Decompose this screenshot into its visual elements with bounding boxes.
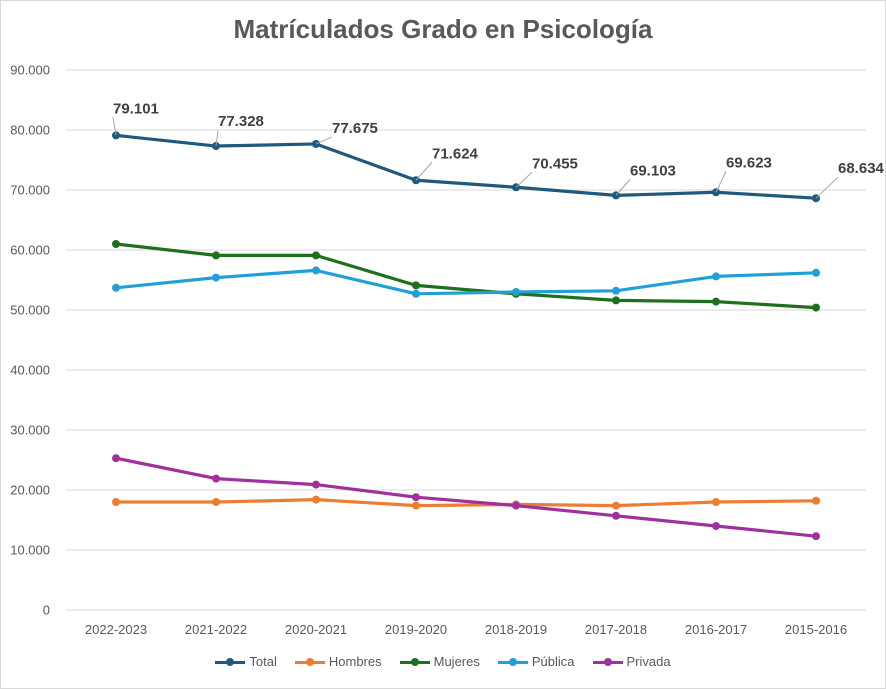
data-point [412, 289, 420, 298]
data-label: 69.103 [630, 162, 676, 179]
y-tick-label: 50.000 [10, 303, 50, 318]
data-point [112, 498, 120, 506]
data-point [312, 266, 320, 275]
label-leader-line [315, 136, 333, 145]
data-point [712, 272, 720, 281]
label-leader-line [515, 171, 533, 188]
data-point [812, 303, 820, 312]
data-point [712, 522, 720, 530]
data-point [512, 501, 520, 510]
y-tick-label: 60.000 [10, 243, 50, 258]
data-point [212, 474, 220, 483]
data-label: 77.328 [218, 113, 264, 130]
label-leader-line [415, 161, 433, 181]
data-label: 68.634 [838, 160, 885, 177]
label-leader-line [215, 129, 219, 147]
data-point [612, 511, 620, 520]
y-tick-label: 90.000 [10, 63, 50, 78]
legend-item-privada: Privada [592, 654, 671, 669]
data-point [212, 498, 220, 506]
series-lines [112, 131, 820, 541]
data-point [712, 498, 720, 506]
legend-item-hombres: Hombres [294, 654, 382, 669]
data-point [112, 454, 120, 463]
legend-item-pública: Pública [497, 654, 575, 669]
x-tick-label: 2022-2023 [85, 622, 147, 637]
legend-label: Pública [531, 654, 575, 669]
x-tick-label: 2016-2017 [685, 622, 747, 637]
series-line [115, 242, 817, 310]
legend-label: Hombres [328, 654, 382, 669]
data-point [312, 251, 320, 260]
legend-item-mujeres: Mujeres [399, 654, 480, 669]
series-privada [112, 454, 820, 541]
series-total [112, 131, 820, 203]
y-tick-label: 40.000 [10, 363, 50, 378]
data-point [612, 286, 620, 295]
legend-swatch [294, 657, 325, 667]
series-pública [112, 266, 820, 298]
data-label: 79.101 [113, 100, 159, 117]
label-leader-line [815, 176, 839, 199]
series-line [115, 456, 817, 538]
y-tick-label: 20.000 [10, 483, 50, 498]
series-line [116, 498, 817, 508]
legend-swatch [215, 657, 246, 667]
data-point [612, 501, 620, 510]
y-tick-label: 80.000 [10, 123, 50, 138]
data-label: 77.675 [332, 120, 378, 137]
gridlines [66, 69, 866, 611]
data-point [112, 283, 120, 292]
data-point [212, 273, 220, 282]
series-mujeres [112, 240, 820, 312]
data-point [312, 480, 320, 489]
data-point [512, 288, 520, 296]
y-tick-label: 70.000 [10, 183, 50, 198]
y-tick-label: 10.000 [10, 543, 50, 558]
x-axis-ticks: 2022-2023 2021-2022 2020-2021 2019-2020 2018… [85, 622, 847, 637]
data-point [612, 296, 620, 305]
x-tick-label: 2018-2019 [485, 622, 547, 637]
x-tick-label: 2021-2022 [185, 622, 247, 637]
data-point [112, 240, 120, 248]
data-point [412, 501, 420, 510]
data-point [812, 532, 820, 541]
data-point [812, 496, 820, 505]
data-point [312, 495, 320, 504]
data-label: 70.455 [532, 155, 578, 172]
chart-title: Matrículados Grado en Psicología [233, 14, 653, 44]
data-labels: 79.101 77.328 77.675 71.624 70.455 69.103 69.6… [112, 100, 885, 199]
label-leader-line [112, 117, 117, 136]
data-point [712, 297, 720, 306]
label-leader-line [715, 171, 727, 193]
data-point [812, 268, 820, 277]
data-label: 71.624 [432, 145, 479, 162]
legend-label: Total [249, 654, 277, 669]
series-line [115, 133, 817, 200]
series-line [115, 268, 817, 296]
data-label: 69.623 [726, 154, 772, 171]
y-tick-label: 0 [43, 603, 50, 618]
legend-item-total: Total [215, 654, 277, 669]
legend: Total Hombres Mujeres Pública Privada [0, 654, 886, 669]
legend-label: Mujeres [433, 654, 480, 669]
data-point [212, 251, 220, 260]
x-tick-label: 2019-2020 [385, 622, 447, 637]
y-axis-ticks: 0 10.000 20.000 30.000 40.000 50.000 60.000 70.… [10, 63, 50, 618]
legend-label: Privada [626, 654, 671, 669]
legend-swatch [399, 657, 430, 667]
data-point [412, 281, 420, 290]
x-tick-label: 2015-2016 [785, 622, 847, 637]
x-tick-label: 2020-2021 [285, 622, 347, 637]
data-point [412, 493, 420, 502]
x-tick-label: 2017-2018 [585, 622, 647, 637]
legend-swatch [497, 657, 528, 667]
legend-swatch [592, 657, 623, 667]
label-leader-line [615, 179, 631, 196]
y-tick-label: 30.000 [10, 423, 50, 438]
